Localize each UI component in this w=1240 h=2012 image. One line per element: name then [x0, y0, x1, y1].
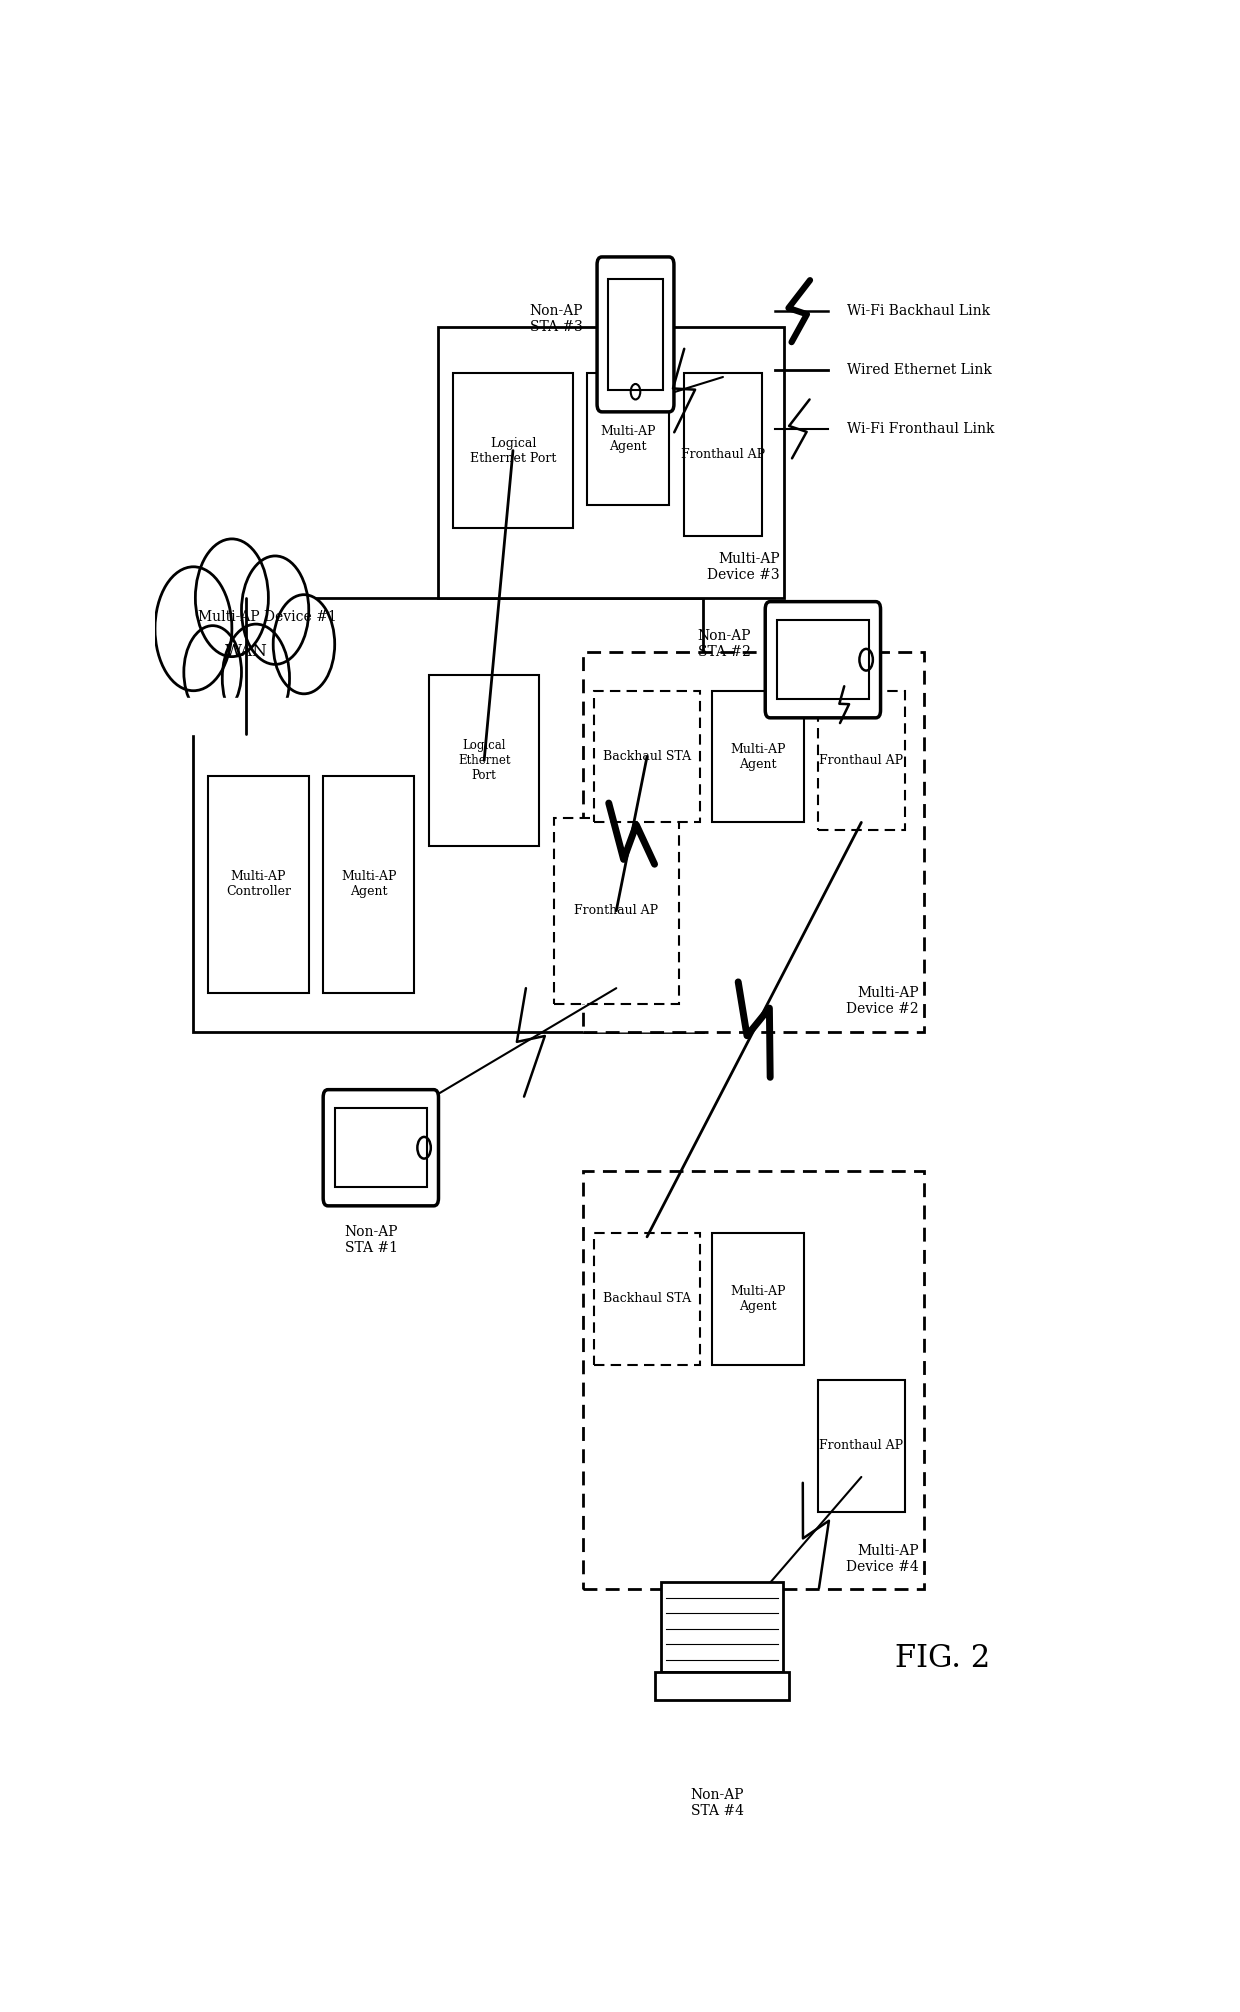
Text: Non-AP
STA #3: Non-AP STA #3 [529, 304, 583, 334]
Text: Wi-Fi Backhaul Link: Wi-Fi Backhaul Link [847, 304, 990, 318]
Text: Multi-AP
Agent: Multi-AP Agent [600, 425, 656, 453]
FancyBboxPatch shape [324, 777, 414, 992]
FancyBboxPatch shape [594, 1233, 699, 1364]
Text: Multi-AP
Device #4: Multi-AP Device #4 [846, 1543, 919, 1573]
FancyBboxPatch shape [713, 690, 804, 823]
Text: Multi-AP Device #1: Multi-AP Device #1 [198, 610, 337, 624]
FancyBboxPatch shape [439, 326, 785, 598]
FancyBboxPatch shape [776, 620, 869, 700]
FancyBboxPatch shape [208, 777, 309, 992]
Text: Backhaul STA: Backhaul STA [603, 1292, 691, 1306]
Text: Multi-AP
Agent: Multi-AP Agent [730, 1286, 786, 1312]
Text: Multi-AP
Controller: Multi-AP Controller [226, 871, 291, 899]
Text: Non-AP
STA #1: Non-AP STA #1 [345, 1225, 398, 1255]
FancyBboxPatch shape [453, 372, 573, 527]
FancyBboxPatch shape [765, 602, 880, 718]
Circle shape [155, 567, 232, 690]
FancyBboxPatch shape [818, 1380, 904, 1511]
Text: Wired Ethernet Link: Wired Ethernet Link [847, 362, 992, 376]
FancyBboxPatch shape [713, 1233, 804, 1364]
FancyBboxPatch shape [608, 278, 663, 390]
Text: Backhaul STA: Backhaul STA [603, 750, 691, 763]
Text: FIG. 2: FIG. 2 [895, 1644, 991, 1674]
Text: Logical
Ethernet Port: Logical Ethernet Port [470, 437, 557, 465]
Text: Fronthaul AP: Fronthaul AP [681, 449, 765, 461]
Circle shape [184, 626, 242, 718]
Text: Multi-AP
Device #3: Multi-AP Device #3 [707, 551, 780, 581]
FancyBboxPatch shape [583, 1171, 924, 1589]
FancyBboxPatch shape [818, 690, 904, 831]
Text: Non-AP
STA #2: Non-AP STA #2 [697, 630, 751, 660]
Text: WAN: WAN [224, 644, 268, 660]
FancyBboxPatch shape [683, 372, 763, 535]
Text: Non-AP
STA #4: Non-AP STA #4 [691, 1787, 744, 1817]
FancyBboxPatch shape [324, 1091, 439, 1205]
FancyBboxPatch shape [193, 598, 703, 1032]
Text: Fronthaul AP: Fronthaul AP [820, 754, 904, 767]
FancyBboxPatch shape [596, 258, 675, 412]
Text: Wi-Fi Fronthaul Link: Wi-Fi Fronthaul Link [847, 423, 994, 437]
FancyBboxPatch shape [588, 372, 670, 505]
Circle shape [273, 596, 335, 694]
FancyBboxPatch shape [583, 652, 924, 1032]
Text: Multi-AP
Agent: Multi-AP Agent [730, 742, 786, 771]
FancyBboxPatch shape [594, 690, 699, 823]
Text: Fronthaul AP: Fronthaul AP [820, 1439, 904, 1453]
Text: Multi-AP
Agent: Multi-AP Agent [341, 871, 397, 899]
Circle shape [242, 555, 309, 664]
FancyBboxPatch shape [554, 817, 678, 1004]
FancyBboxPatch shape [661, 1581, 782, 1672]
Text: Multi-AP
Device #2: Multi-AP Device #2 [847, 986, 919, 1016]
Circle shape [222, 624, 290, 732]
Text: Fronthaul AP: Fronthaul AP [574, 903, 658, 917]
FancyBboxPatch shape [429, 676, 539, 845]
FancyBboxPatch shape [335, 1109, 427, 1187]
Circle shape [196, 539, 268, 656]
Text: Logical
Ethernet
Port: Logical Ethernet Port [458, 738, 511, 783]
FancyBboxPatch shape [655, 1672, 789, 1700]
